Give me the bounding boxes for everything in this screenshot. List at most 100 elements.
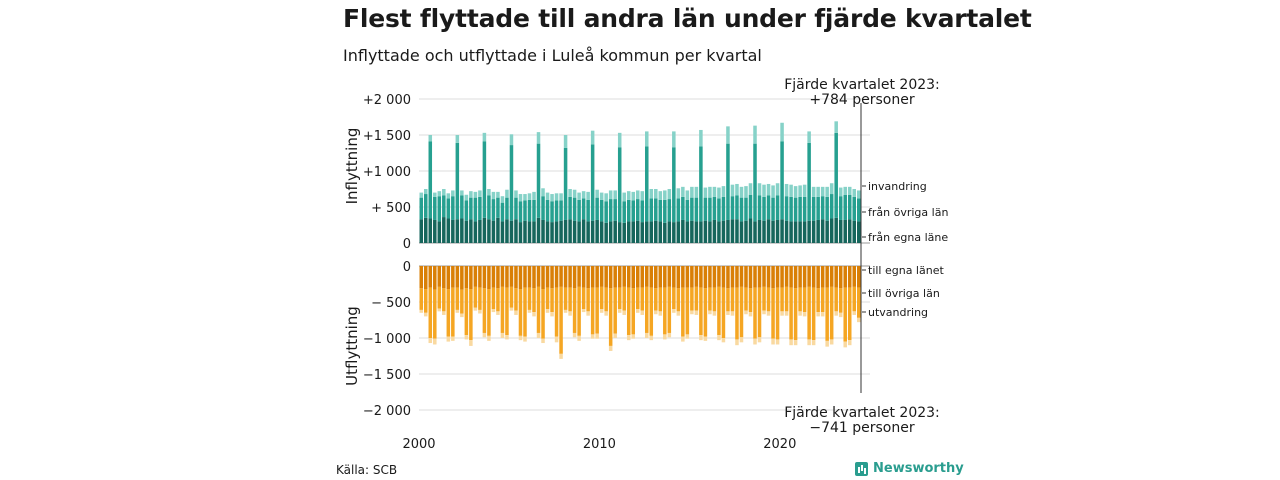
bar-segment [442,288,446,312]
bar-segment [735,287,739,340]
bar-segment [712,266,717,288]
bar-segment [496,197,500,218]
x-tick-label: 2000 [402,437,435,452]
bar-segment [748,266,753,289]
bar-segment [753,125,757,144]
newsworthy-logo[interactable]: Newsworthy [855,461,964,476]
bar-segment [757,337,762,343]
bar-segment [685,221,690,243]
bar-segment [464,335,469,340]
bar-segment [424,189,428,195]
bar-segment [568,189,572,197]
y-tick-label: +2 000 [363,93,411,108]
bar-segment [559,286,563,354]
bar-segment [523,266,527,288]
bar-segment [433,219,437,243]
bar-segment [586,221,590,243]
bar-segment [658,311,663,316]
bar-segment [690,220,694,243]
bar-segment [581,219,586,243]
bar-segment [514,288,518,311]
bar-segment [802,221,807,243]
bar-segment [473,221,478,243]
bar-segment [789,339,793,346]
bar-segment [554,287,559,337]
bar-segment [847,194,852,220]
bar-segment [726,288,730,312]
bar-segment [744,220,748,243]
bar-segment [798,196,802,222]
bar-segment [825,186,829,197]
bar-segment [735,195,739,220]
bar-segment [532,288,536,313]
bar-segment [762,196,766,221]
bar-segment [775,266,780,288]
bar-segment [455,266,460,288]
bar-segment [473,266,478,287]
bar-segment [460,289,464,314]
bar-segment [843,266,847,288]
bar-segment [753,266,757,288]
bar-segment [825,266,829,288]
bar-segment [852,266,856,287]
bar-segment [631,200,635,222]
bar-segment [599,199,604,222]
bar-segment [509,286,514,308]
bar-segment [838,196,843,220]
bar-segment [708,186,712,198]
bar-segment [559,193,563,201]
bar-segment [762,310,766,315]
bar-segment [563,135,568,148]
bar-segment [464,220,469,243]
bar-segment [753,221,757,243]
bar-segment [658,287,663,312]
bar-segment [757,287,762,338]
bar-segment [645,146,649,222]
bar-segment [505,197,509,220]
bar-segment [762,220,766,243]
bar-segment [676,288,681,312]
bar-segment [730,184,735,197]
bar-segment [667,221,672,243]
bar-segment [856,287,861,318]
chart-subtitle: Inflyttade och utflyttade i Luleå kommun… [343,46,762,65]
bar-segment [527,287,532,310]
bar-segment [735,219,739,243]
bar-segment [505,287,509,336]
bar-segment [518,266,523,290]
bar-segment [590,144,595,221]
bar-segment [631,334,635,339]
bar-segment [663,199,667,223]
bar-segment [464,266,469,289]
bar-segment [757,219,762,243]
bar-segment [437,221,442,243]
bar-segment [428,266,433,288]
bar-segment [834,311,838,316]
bar-segment [532,191,536,200]
bar-segment [505,189,509,198]
bar-segment [419,309,424,313]
bar-segment [536,132,541,144]
bar-segment [473,307,478,311]
bar-segment [789,266,793,288]
bar-segment [820,186,825,197]
bar-segment [726,219,730,243]
bar-segment [766,219,771,243]
y-axis-label: Utflyttning [343,306,361,386]
bar-segment [446,193,451,199]
bar-segment [622,222,626,243]
bar-segment [775,287,780,340]
bar-segment [473,286,478,308]
bar-segment [672,287,676,310]
bar-segment [428,135,433,142]
bar-segment [635,287,640,310]
bottom-annotation-line2: −741 personer [809,420,915,436]
bar-segment [703,288,708,337]
bar-segment [816,288,820,313]
bar-segment [820,266,825,288]
bar-segment [757,195,762,220]
bar-segment [523,336,527,342]
y-tick-label: −2 000 [363,404,411,419]
bar-segment [690,266,694,288]
bar-segment [717,266,721,287]
